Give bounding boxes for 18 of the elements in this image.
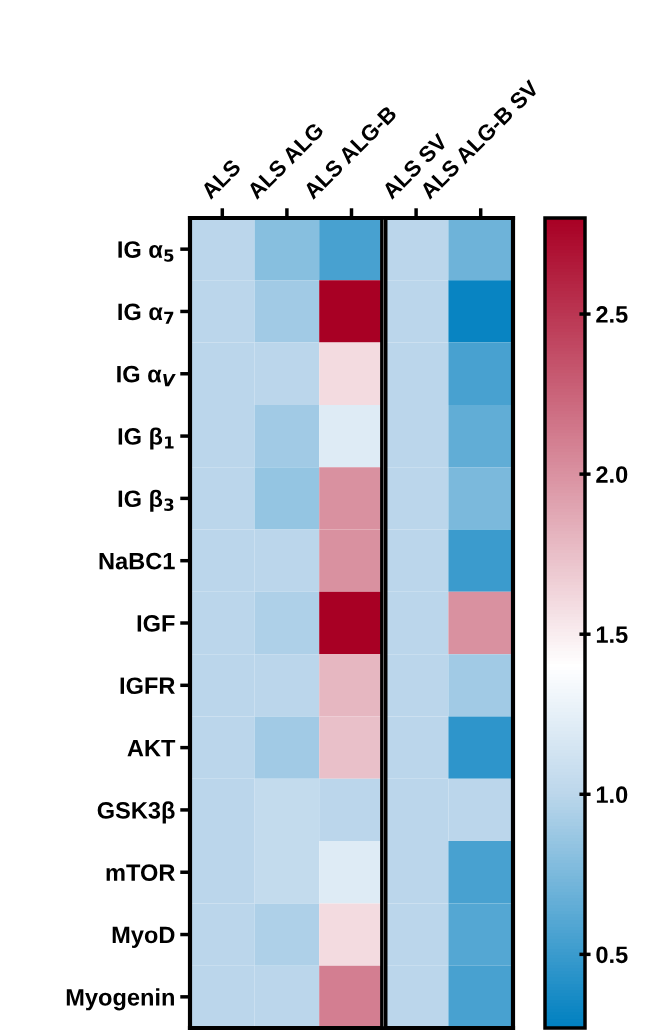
y-tick-label: AKT bbox=[127, 739, 176, 757]
y-tick-label: MyoD bbox=[112, 926, 175, 948]
color-bar-label: 2.0 bbox=[596, 466, 628, 483]
y-tick-label: IG β$_{3}$ bbox=[118, 489, 174, 512]
y-tick-label: IG α$_{5}$ bbox=[118, 241, 174, 262]
color-bar-label: 1.0 bbox=[596, 786, 628, 804]
y-tick-label: Myogenin bbox=[66, 988, 174, 1011]
color-bar-label: 0.5 bbox=[596, 946, 628, 964]
y-tick-label: IGFR bbox=[120, 677, 175, 695]
color-bar-label: 1.5 bbox=[596, 626, 628, 643]
y-tick-label: mTOR bbox=[106, 864, 175, 882]
y-tick-label: IGF bbox=[137, 615, 175, 632]
y-tick-label: NaBC1 bbox=[99, 552, 175, 570]
y-tick-label: IG α$_{V}$ bbox=[117, 365, 176, 387]
y-tick-label: GSK3β bbox=[97, 801, 175, 824]
y-tick-label: IG α$_{7}$ bbox=[118, 303, 174, 324]
y-tick-label: IG β$_{1}$ bbox=[118, 427, 174, 450]
color-bar-label: 2.5 bbox=[596, 306, 628, 323]
